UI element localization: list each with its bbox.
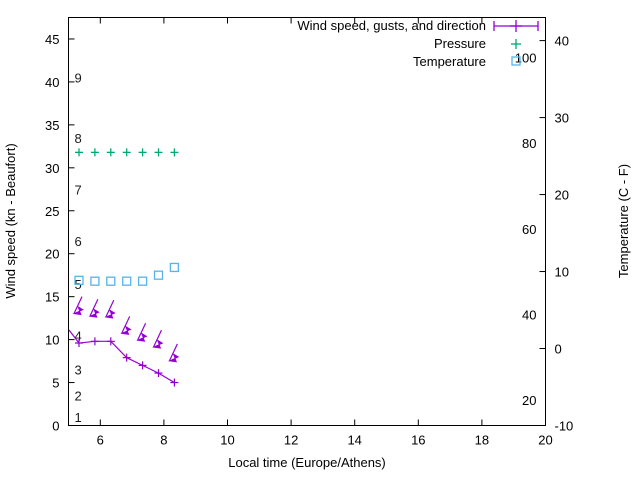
x-tick-label: 18	[475, 433, 489, 448]
beaufort-label: 6	[75, 234, 82, 249]
beaufort-label: 7	[75, 182, 82, 197]
beaufort-label: 9	[75, 71, 82, 86]
wind-direction-arrow	[136, 323, 148, 342]
pressure-point	[138, 148, 147, 157]
wind-direction-arrow	[152, 329, 164, 349]
temperature-point	[122, 276, 132, 286]
y2-tick-label-f: 20	[522, 393, 536, 408]
x-tick-label: 8	[160, 433, 167, 448]
y2-tick-label-c: 20	[555, 188, 569, 203]
x-tick-label: 16	[411, 433, 425, 448]
temperature-point	[90, 276, 100, 286]
y-tick-label: 15	[45, 290, 59, 305]
y2-tick-label-f: 40	[522, 307, 536, 322]
beaufort-label: 1	[75, 410, 82, 425]
legend-label-wind: Wind speed, gusts, and direction	[297, 18, 486, 33]
legend-marker-temperature	[511, 56, 521, 66]
y-tick-label: 0	[52, 419, 59, 434]
y-tick-label: 10	[45, 333, 59, 348]
y2-tick-label-f: 80	[522, 136, 536, 151]
y2-tick-label-c: 30	[555, 111, 569, 126]
chart-legend: Wind speed, gusts, and direction Pressur…	[297, 18, 539, 69]
x-tick-label: 10	[220, 433, 234, 448]
y2-axis-celsius-ticks: -10 0 10 20 30 40	[539, 34, 574, 434]
x-tick-label: 20	[538, 433, 552, 448]
y-tick-label: 25	[45, 204, 59, 219]
wind-speed-point	[138, 361, 147, 370]
y2-axis-fahrenheit-ticks: 20 40 60 80 100	[515, 51, 537, 408]
y-tick-label: 45	[45, 32, 59, 47]
y-tick-label: 35	[45, 118, 59, 133]
y2-tick-label-f: 60	[522, 222, 536, 237]
x-tick-label: 14	[347, 433, 361, 448]
wind-speed-point	[106, 337, 115, 346]
pressure-point	[154, 148, 163, 157]
pressure-point	[122, 148, 131, 157]
legend-label-pressure: Pressure	[434, 36, 486, 51]
legend-marker-wind	[493, 20, 539, 32]
pressure-point	[90, 148, 99, 157]
plot-frame	[68, 17, 546, 426]
temperature-point	[106, 276, 116, 286]
beaufort-label: 3	[75, 363, 82, 378]
x-axis-title: Local time (Europe/Athens)	[228, 455, 386, 470]
pressure-point	[74, 148, 83, 157]
y-axis-ticks: 0 5 10 15 20 25 30 35 40 45	[45, 32, 75, 434]
wind-speed-point	[170, 378, 179, 387]
x-tick-label: 6	[97, 433, 104, 448]
wind-speed-point	[154, 369, 163, 378]
y-tick-label: 20	[45, 247, 59, 262]
y2-tick-label-c: -10	[555, 419, 574, 434]
wind-speed-point	[122, 353, 131, 362]
y2-tick-label-c: 0	[555, 342, 562, 357]
x-tick-label: 12	[284, 433, 298, 448]
series-wind-speed	[68, 296, 180, 387]
x-axis-ticks: 6 8 10 12 14 16 18 20	[97, 17, 553, 448]
wind-direction-arrow	[72, 296, 84, 316]
wind-speed-lead-segment	[68, 329, 80, 344]
wind-direction-arrow	[167, 343, 180, 363]
pressure-point	[170, 148, 179, 157]
y-axis-title: Wind speed (kn - Beaufort)	[3, 143, 18, 298]
temperature-point	[137, 276, 148, 286]
y-tick-label: 40	[45, 75, 59, 90]
pressure-point	[106, 148, 115, 157]
wind-direction-arrow	[88, 298, 100, 318]
beaufort-label: 8	[75, 131, 82, 146]
y2-tick-label-c: 40	[555, 34, 569, 49]
wind-speed-point	[90, 337, 99, 346]
wind-direction-arrow	[104, 299, 116, 319]
wind-direction-arrow	[120, 316, 132, 335]
y-tick-label: 5	[52, 376, 59, 391]
y2-axis-title: Temperature (C - F)	[616, 164, 631, 278]
y2-tick-label-f: 100	[515, 51, 537, 66]
legend-label-temperature: Temperature	[413, 54, 486, 69]
temperature-point	[169, 262, 180, 273]
series-temperature	[74, 262, 180, 286]
y2-tick-label-c: 10	[555, 265, 569, 280]
temperature-point	[153, 270, 164, 280]
legend-marker-pressure	[511, 39, 521, 49]
y-tick-label: 30	[45, 161, 59, 176]
wind-speed-point	[74, 339, 83, 348]
beaufort-label: 4	[75, 328, 82, 343]
beaufort-label: 2	[75, 388, 82, 403]
temperature-point	[74, 275, 84, 285]
series-pressure	[74, 148, 179, 157]
